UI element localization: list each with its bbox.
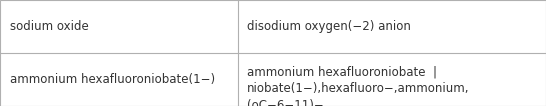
Text: ammonium hexafluoroniobate  |
niobate(1−),hexafluoro−,ammonium,
(oC−6−11)−: ammonium hexafluoroniobate | niobate(1−)… (247, 66, 470, 106)
Text: sodium oxide: sodium oxide (10, 20, 88, 33)
Text: ammonium hexafluoroniobate(1−): ammonium hexafluoroniobate(1−) (10, 73, 215, 86)
Text: disodium oxygen(−2) anion: disodium oxygen(−2) anion (247, 20, 411, 33)
